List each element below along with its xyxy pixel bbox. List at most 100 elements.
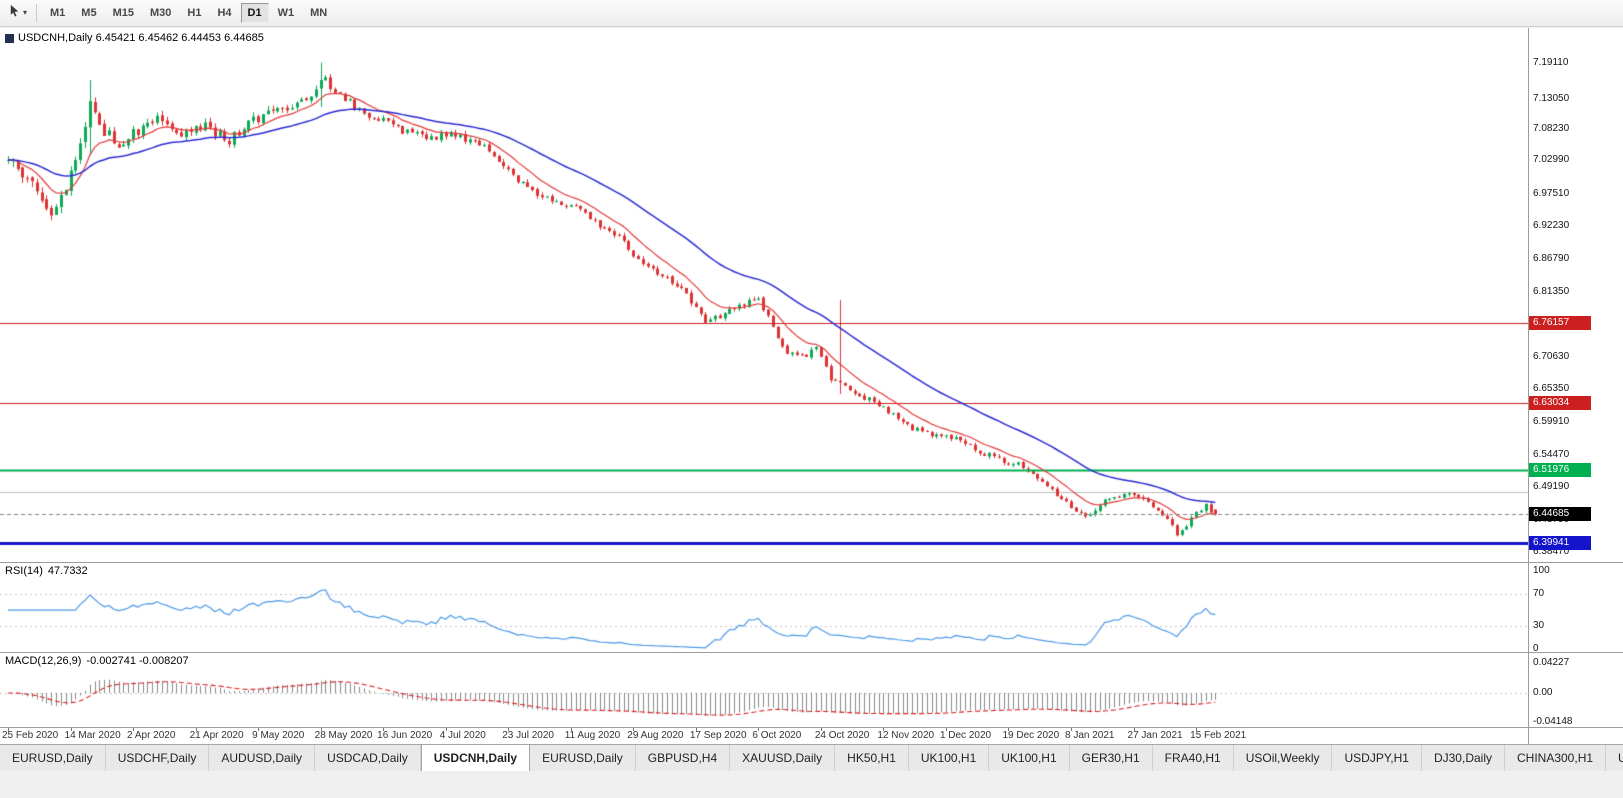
cursor-tool[interactable]: ▾ <box>4 1 31 25</box>
date-axis-tick <box>821 728 822 731</box>
chart-tab-audusd-daily[interactable]: AUDUSD,Daily <box>209 745 316 771</box>
date-axis-tick <box>258 728 259 731</box>
date-axis-label: 24 Oct 2020 <box>814 730 870 741</box>
date-axis-tick <box>321 728 322 731</box>
date-axis-label: 27 Jan 2021 <box>1127 730 1183 741</box>
price-axis-label: 6.59910 <box>1533 415 1570 427</box>
date-axis-tick <box>1071 728 1072 731</box>
chart-window: USDCNH,Daily 6.45421 6.45462 6.44453 6.4… <box>0 28 1623 744</box>
date-axis-tick <box>133 728 134 731</box>
date-axis-tick <box>1196 728 1197 731</box>
hline-price-badge: 6.39941 <box>1529 535 1591 550</box>
date-axis-tick <box>883 728 884 731</box>
price-axis-label: 6.97510 <box>1533 187 1570 199</box>
chart-tab-fra40-h1[interactable]: FRA40,H1 <box>1153 745 1234 771</box>
price-axis-label: 6.54470 <box>1533 448 1570 460</box>
date-axis-label: 23 Jul 2020 <box>502 730 554 741</box>
hline-price-badge: 6.63034 <box>1529 395 1591 410</box>
price-axis-label: 7.02990 <box>1533 154 1570 166</box>
status-bar <box>0 771 1623 798</box>
date-axis-tick <box>1008 728 1009 731</box>
price-scale-divider <box>1528 28 1529 744</box>
chart-tab-u[interactable]: U <box>1606 745 1623 771</box>
date-axis-label: 6 Oct 2020 <box>752 730 802 741</box>
chart-tab-xauusd-daily[interactable]: XAUUSD,Daily <box>730 745 836 771</box>
chart-tab-usdcad-daily[interactable]: USDCAD,Daily <box>315 745 421 771</box>
timeframe-button-w1[interactable]: W1 <box>271 3 302 23</box>
panel-divider[interactable] <box>0 562 1623 563</box>
macd-axis-label: 0.04227 <box>1533 657 1570 668</box>
date-axis-label: 15 Feb 2021 <box>1190 730 1247 741</box>
price-axis-label: 6.65350 <box>1533 382 1570 394</box>
macd-panel-canvas[interactable] <box>0 653 1528 727</box>
hline-price-badge: 6.51976 <box>1529 462 1591 477</box>
chart-title-text: USDCNH,Daily 6.45421 6.45462 6.44453 6.4… <box>18 32 264 44</box>
macd-header: MACD(12,26,9) -0.002741 -0.008207 <box>5 655 189 667</box>
price-axis-label: 6.86790 <box>1533 252 1570 264</box>
date-axis-tick <box>383 728 384 731</box>
date-axis-label: 12 Nov 2020 <box>877 730 935 741</box>
chart-tab-dj30-daily[interactable]: DJ30,Daily <box>1422 745 1505 771</box>
chart-tab-bar: EURUSD,Daily USDCHF,Daily AUDUSD,Daily USDC… <box>0 744 1623 771</box>
timeframe-button-m5[interactable]: M5 <box>74 3 103 23</box>
chart-tab-china300-h1[interactable]: CHINA300,H1 <box>1505 745 1607 771</box>
panel-divider[interactable] <box>0 652 1623 653</box>
chart-tab-usdchf-daily[interactable]: USDCHF,Daily <box>106 745 210 771</box>
chart-tab-usoil-weekly[interactable]: USOil,Weekly <box>1234 745 1333 771</box>
price-axis-label: 7.19110 <box>1533 56 1569 68</box>
price-axis-label: 6.81350 <box>1533 285 1570 297</box>
date-axis-label: 28 May 2020 <box>314 730 373 741</box>
current-price-badge: 6.44685 <box>1529 507 1591 522</box>
timeframe-button-h1[interactable]: H1 <box>180 3 208 23</box>
timeframe-toolbar: ▾ M1 M5 M15 M30 H1 H4 D1 W1 MN <box>0 0 1623 27</box>
timeframe-button-m15[interactable]: M15 <box>106 3 141 23</box>
date-axis-label: 17 Sep 2020 <box>689 730 747 741</box>
rsi-header: RSI(14) 47.7332 <box>5 565 88 577</box>
chart-tab-uk100-h1[interactable]: UK100,H1 <box>909 745 990 771</box>
date-axis-label: 9 May 2020 <box>252 730 305 741</box>
rsi-value: 47.7332 <box>47 565 88 577</box>
macd-label: MACD(12,26,9) <box>5 655 82 667</box>
hline-price-badge: 6.76157 <box>1529 316 1591 331</box>
macd-axis-label: 0.00 <box>1533 687 1553 698</box>
chart-tab-uk100-h1[interactable]: UK100,H1 <box>989 745 1070 771</box>
date-axis-tick <box>758 728 759 731</box>
date-axis-label: 1 Dec 2020 <box>939 730 992 741</box>
date-axis-tick <box>633 728 634 731</box>
date-axis-label: 8 Jan 2021 <box>1065 730 1115 741</box>
timeframe-button-d1[interactable]: D1 <box>240 3 269 23</box>
chart-tab-usdcnh-daily[interactable]: USDCNH,Daily <box>420 745 531 771</box>
date-axis-label: 29 Aug 2020 <box>627 730 684 741</box>
date-axis-tick <box>196 728 197 731</box>
date-axis-label: 19 Dec 2020 <box>1002 730 1060 741</box>
chart-tab-hk50-h1[interactable]: HK50,H1 <box>835 745 909 771</box>
timeframe-button-h4[interactable]: H4 <box>210 3 238 23</box>
chart-tab-eurusd-daily[interactable]: EURUSD,Daily <box>530 745 636 771</box>
date-axis-label: 11 Aug 2020 <box>564 730 621 741</box>
price-chart-canvas[interactable] <box>0 28 1528 562</box>
date-axis-label: 25 Feb 2020 <box>2 730 59 741</box>
date-axis-tick <box>71 728 72 731</box>
chart-tab-eurusd-daily[interactable]: EURUSD,Daily <box>0 745 106 771</box>
timeframe-button-m1[interactable]: M1 <box>43 3 72 23</box>
rsi-axis-label: 0 <box>1533 643 1539 654</box>
date-axis-tick <box>446 728 447 731</box>
timeframe-buttons: M1 M5 M15 M30 H1 H4 D1 W1 MN <box>42 3 335 23</box>
chart-tab-ger30-h1[interactable]: GER30,H1 <box>1070 745 1153 771</box>
timeframe-button-mn[interactable]: MN <box>303 3 334 23</box>
date-axis-label: 4 Jul 2020 <box>439 730 486 741</box>
rsi-axis-label: 100 <box>1533 565 1550 576</box>
date-axis-tick <box>1134 728 1135 731</box>
cursor-arrow-icon <box>8 4 21 22</box>
rsi-panel-canvas[interactable] <box>0 563 1528 652</box>
chart-tab-usdjpy-h1[interactable]: USDJPY,H1 <box>1332 745 1422 771</box>
price-axis-label: 7.13050 <box>1533 93 1570 105</box>
price-axis-label: 6.49190 <box>1533 480 1570 492</box>
date-axis-label: 16 Jun 2020 <box>377 730 433 741</box>
date-axis-label: 21 Apr 2020 <box>189 730 244 741</box>
rsi-label: RSI(14) <box>5 565 43 577</box>
chart-tab-gbpusd-h4[interactable]: GBPUSD,H4 <box>636 745 731 771</box>
chart-icon <box>5 33 14 43</box>
timeframe-button-m30[interactable]: M30 <box>143 3 178 23</box>
